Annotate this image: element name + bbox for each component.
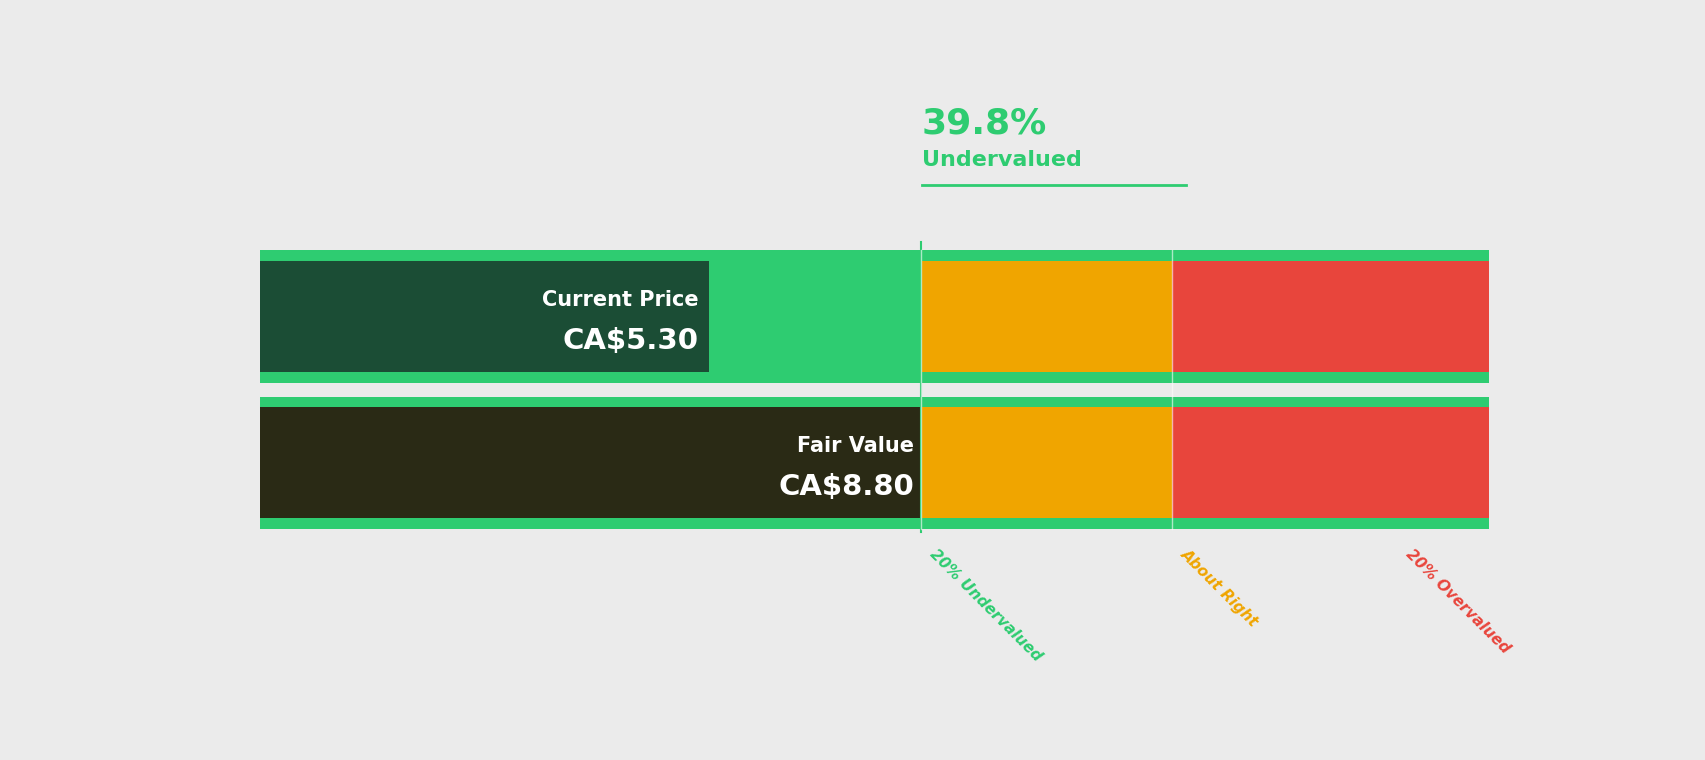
- Bar: [259, 261, 709, 372]
- Bar: [921, 407, 1171, 518]
- Text: CA$5.30: CA$5.30: [563, 327, 697, 355]
- Text: 20% Undervalued: 20% Undervalued: [928, 546, 1043, 664]
- Bar: [921, 397, 1171, 407]
- Bar: [259, 372, 921, 382]
- Bar: [259, 261, 921, 372]
- Bar: [1171, 518, 1488, 529]
- Bar: [1171, 372, 1488, 382]
- Text: Undervalued: Undervalued: [921, 150, 1081, 170]
- Bar: [259, 397, 921, 407]
- Bar: [921, 261, 1171, 372]
- Bar: [921, 372, 1171, 382]
- Bar: [921, 518, 1171, 529]
- Bar: [1171, 261, 1488, 372]
- Text: CA$8.80: CA$8.80: [777, 473, 914, 502]
- Text: 39.8%: 39.8%: [921, 107, 1047, 141]
- Bar: [259, 518, 921, 529]
- Text: About Right: About Right: [1178, 546, 1260, 629]
- Text: 20% Overvalued: 20% Overvalued: [1402, 546, 1512, 657]
- Bar: [1171, 397, 1488, 407]
- Bar: [259, 250, 921, 261]
- Bar: [1171, 407, 1488, 518]
- Text: Current Price: Current Price: [542, 290, 697, 310]
- Bar: [1171, 250, 1488, 261]
- Text: Fair Value: Fair Value: [796, 436, 914, 456]
- Bar: [259, 407, 921, 518]
- Bar: [921, 250, 1171, 261]
- Bar: [259, 407, 921, 518]
